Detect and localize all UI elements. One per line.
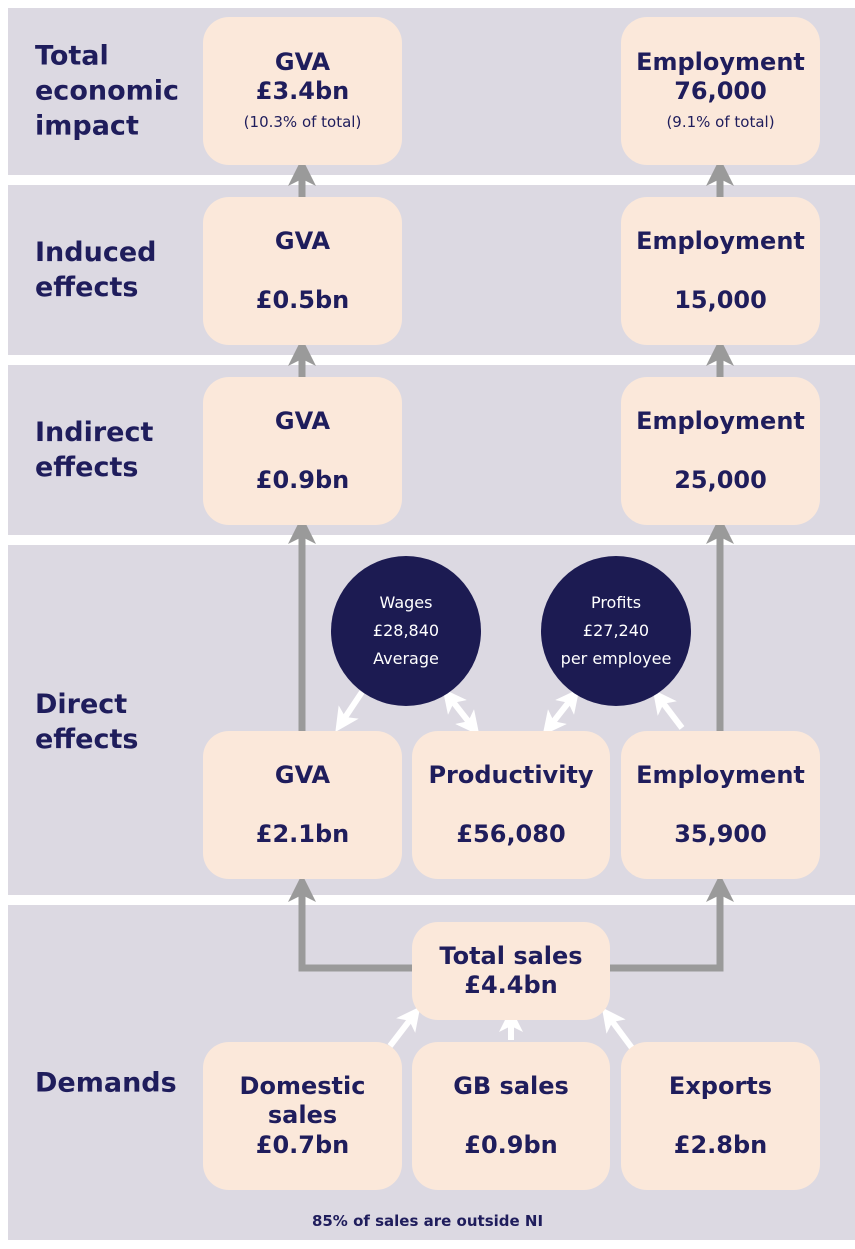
box: GVA £0.9bn — [203, 377, 402, 525]
circle-text: Profits — [590, 593, 642, 612]
box-value: £0.9bn — [255, 466, 350, 494]
box: Employment 15,000 — [621, 197, 820, 345]
box-value: 15,000 — [674, 286, 767, 314]
box-value: 76,000 — [674, 77, 767, 105]
box: Exports £2.8bn — [621, 1042, 820, 1190]
box-title: GVA — [274, 48, 331, 76]
row-label: Demands — [35, 1067, 177, 1099]
box-value: £0.5bn — [255, 286, 350, 314]
row-label: Induced effects — [35, 237, 157, 303]
box: GVA £3.4bn (10.3% of total) — [203, 17, 402, 165]
box-title: Total sales — [439, 942, 583, 970]
box: Total sales £4.4bn — [412, 922, 610, 1020]
box: Employment 35,900 — [621, 731, 820, 879]
circle-text: Average — [373, 649, 439, 668]
circle-text: Wages — [379, 593, 433, 612]
box-title: GVA — [274, 227, 331, 255]
row-label: Direct effects — [35, 689, 139, 755]
circle-text: £27,240 — [582, 621, 650, 640]
circle-text: £28,840 — [372, 621, 440, 640]
box-value: £2.1bn — [255, 820, 350, 848]
box-title: Employment — [636, 407, 805, 435]
row-label: Indirect effects — [35, 417, 154, 483]
box-title: Employment — [636, 48, 805, 76]
box-title: Employment — [636, 227, 805, 255]
box: Employment 76,000 (9.1% of total) — [621, 17, 820, 165]
box-value: £0.9bn — [464, 1131, 558, 1159]
box-title: GVA — [274, 761, 331, 789]
footnote: 85% of sales are outside NI — [311, 1212, 544, 1230]
box: GVA £2.1bn — [203, 731, 402, 879]
box-value: £0.7bn — [255, 1131, 350, 1159]
box-value: £4.4bn — [464, 971, 558, 999]
box-note: (9.1% of total) — [666, 113, 775, 131]
box: GB sales £0.9bn — [412, 1042, 610, 1190]
box-value: £56,080 — [456, 820, 566, 848]
flow-arrows — [288, 158, 734, 972]
box-title: Domestic sales — [239, 1072, 366, 1129]
relation-arrows — [335, 688, 685, 1050]
box-title: GVA — [274, 407, 331, 435]
box-title: Exports — [668, 1072, 773, 1100]
box-value: £3.4bn — [255, 77, 350, 105]
box-title: Productivity — [428, 761, 594, 789]
box-note: (10.3% of total) — [243, 113, 362, 131]
row-label: Total economic impact — [35, 40, 180, 142]
box: Domestic sales £0.7bn — [203, 1042, 402, 1190]
box: GVA £0.5bn — [203, 197, 402, 345]
box-value: £2.8bn — [673, 1131, 768, 1159]
box: Productivity £56,080 — [412, 731, 610, 879]
circle-text: per employee — [560, 649, 672, 668]
circle: Wages £28,840 Average — [331, 556, 481, 706]
circle: Profits £27,240 per employee — [541, 556, 691, 706]
box-value: 25,000 — [674, 466, 767, 494]
box-title: Employment — [636, 761, 805, 789]
box: Employment 25,000 — [621, 377, 820, 525]
box-value: 35,900 — [674, 820, 767, 848]
box-title: GB sales — [453, 1072, 569, 1100]
